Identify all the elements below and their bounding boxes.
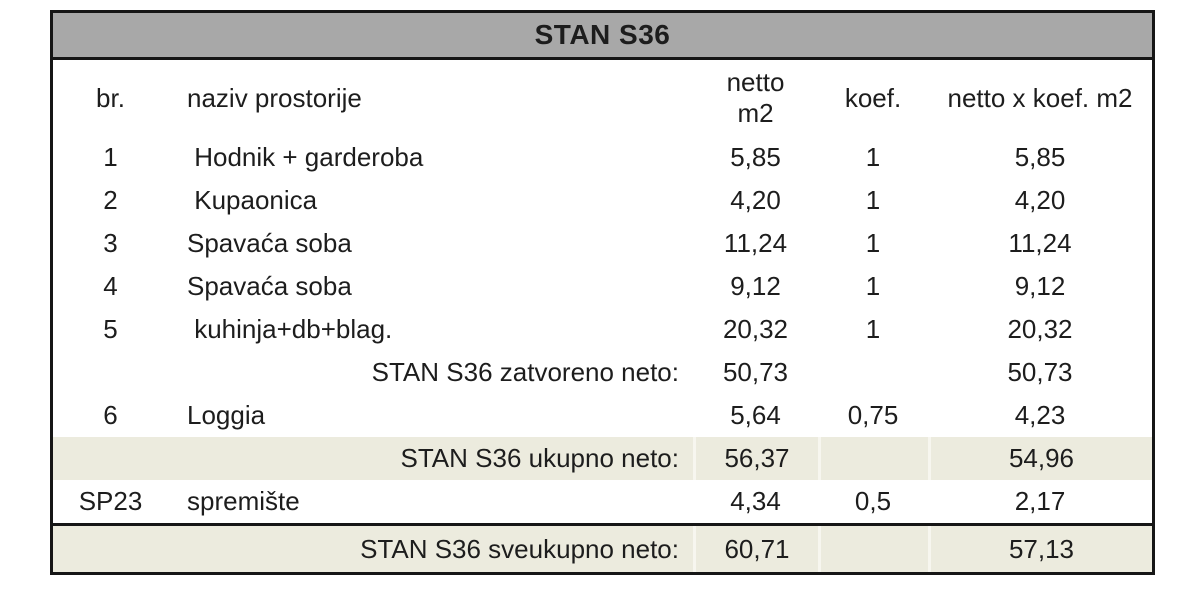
- grandtotal-row: STAN S36 sveukupno neto: 60,71 57,13: [53, 523, 1152, 572]
- row-number-cell: 6: [103, 400, 118, 430]
- table-row: 4 Spavaća soba 9,12 1 9,12: [53, 265, 1152, 308]
- table-row: 5 kuhinja+db+blag. 20,32 1 20,32: [53, 308, 1152, 351]
- row-number-cell: 5: [103, 314, 118, 344]
- netto-value-cell: 60,71: [693, 526, 818, 572]
- netto-value-cell: 11,24: [723, 228, 788, 258]
- row-number-cell: 3: [103, 228, 118, 258]
- room-name-cell: kuhinja+db+blag.: [187, 314, 393, 344]
- netto-value-cell: 4,20: [730, 185, 781, 215]
- total-row: STAN S36 ukupno neto: 56,37 54,96: [53, 437, 1152, 480]
- result-value-cell: 4,20: [1014, 185, 1066, 215]
- netto-value-cell: 50,73: [722, 357, 789, 387]
- row-number-cell: 1: [103, 142, 118, 172]
- koef-value-cell: 1: [865, 228, 881, 258]
- subtotal-row: STAN S36 zatvoreno neto: 50,73 50,73: [53, 351, 1152, 394]
- column-header-number: br.: [96, 82, 125, 113]
- table-row: SP23 spremište 4,34 0,5 2,17: [53, 480, 1152, 523]
- koef-value-cell: [818, 437, 928, 480]
- koef-value-cell: [818, 526, 928, 572]
- row-number-cell: 2: [103, 185, 118, 215]
- room-name-cell: Hodnik + garderoba: [187, 142, 424, 172]
- koef-value-cell: 0,5: [854, 486, 892, 516]
- table-row: 1 Hodnik + garderoba 5,85 1 5,85: [53, 136, 1152, 179]
- netto-value-cell: 5,85: [730, 142, 781, 172]
- apartment-area-table: STAN S36 br. naziv prostorije netto m2 k…: [50, 10, 1155, 575]
- summary-label-cell: STAN S36 sveukupno neto:: [360, 533, 679, 564]
- row-number-cell: 4: [103, 271, 118, 301]
- table-title-bar: STAN S36: [53, 13, 1152, 60]
- table-row: 2 Kupaonica 4,20 1 4,20: [53, 179, 1152, 222]
- koef-value-cell: 1: [865, 271, 881, 301]
- netto-value-cell: 5,64: [730, 400, 781, 430]
- column-header-room-name: naziv prostorije: [187, 82, 362, 113]
- column-header-row: br. naziv prostorije netto m2 koef. nett…: [53, 60, 1152, 136]
- room-name-cell: Spavaća soba: [187, 271, 352, 301]
- room-name-cell: Spavaća soba: [187, 228, 352, 258]
- koef-value-cell: 1: [865, 185, 881, 215]
- koef-value-cell: 0,75: [847, 400, 899, 430]
- result-value-cell: 2,17: [1014, 486, 1066, 516]
- netto-value-cell: 56,37: [693, 437, 818, 480]
- table-row: 3 Spavaća soba 11,24 1 11,24: [53, 222, 1152, 265]
- column-header-result: netto x koef. m2: [947, 82, 1133, 113]
- netto-value-cell: 9,12: [730, 271, 781, 301]
- room-name-cell: Loggia: [187, 400, 266, 430]
- result-value-cell: 11,24: [1008, 228, 1072, 258]
- table-body: 1 Hodnik + garderoba 5,85 1 5,85 2 Kupaonica…: [53, 136, 1152, 572]
- koef-value-cell: 1: [865, 314, 881, 344]
- room-name-cell: Kupaonica: [187, 185, 318, 215]
- column-header-netto-line1: netto: [726, 66, 785, 97]
- column-header-netto: netto m2: [693, 67, 818, 129]
- result-value-cell: 57,13: [928, 526, 1152, 572]
- table-title: STAN S36: [534, 19, 671, 50]
- result-value-cell: 9,12: [1014, 271, 1066, 301]
- result-value-cell: 5,85: [1014, 142, 1066, 172]
- result-value-cell: 20,32: [1007, 314, 1073, 344]
- result-value-cell: 4,23: [1014, 400, 1066, 430]
- column-header-koef: koef.: [844, 82, 902, 113]
- koef-value-cell: 1: [865, 142, 881, 172]
- result-value-cell: 54,96: [928, 437, 1152, 480]
- netto-value-cell: 20,32: [722, 314, 789, 344]
- netto-value-cell: 4,34: [730, 486, 781, 516]
- room-name-cell: spremište: [187, 486, 300, 516]
- summary-label-cell: STAN S36 zatvoreno neto:: [371, 357, 679, 387]
- column-header-netto-line2: m2: [737, 98, 774, 128]
- result-value-cell: 50,73: [1007, 357, 1073, 387]
- summary-label-cell: STAN S36 ukupno neto:: [400, 443, 679, 473]
- table-row: 6 Loggia 5,64 0,75 4,23: [53, 394, 1152, 437]
- row-number-cell: SP23: [78, 486, 143, 516]
